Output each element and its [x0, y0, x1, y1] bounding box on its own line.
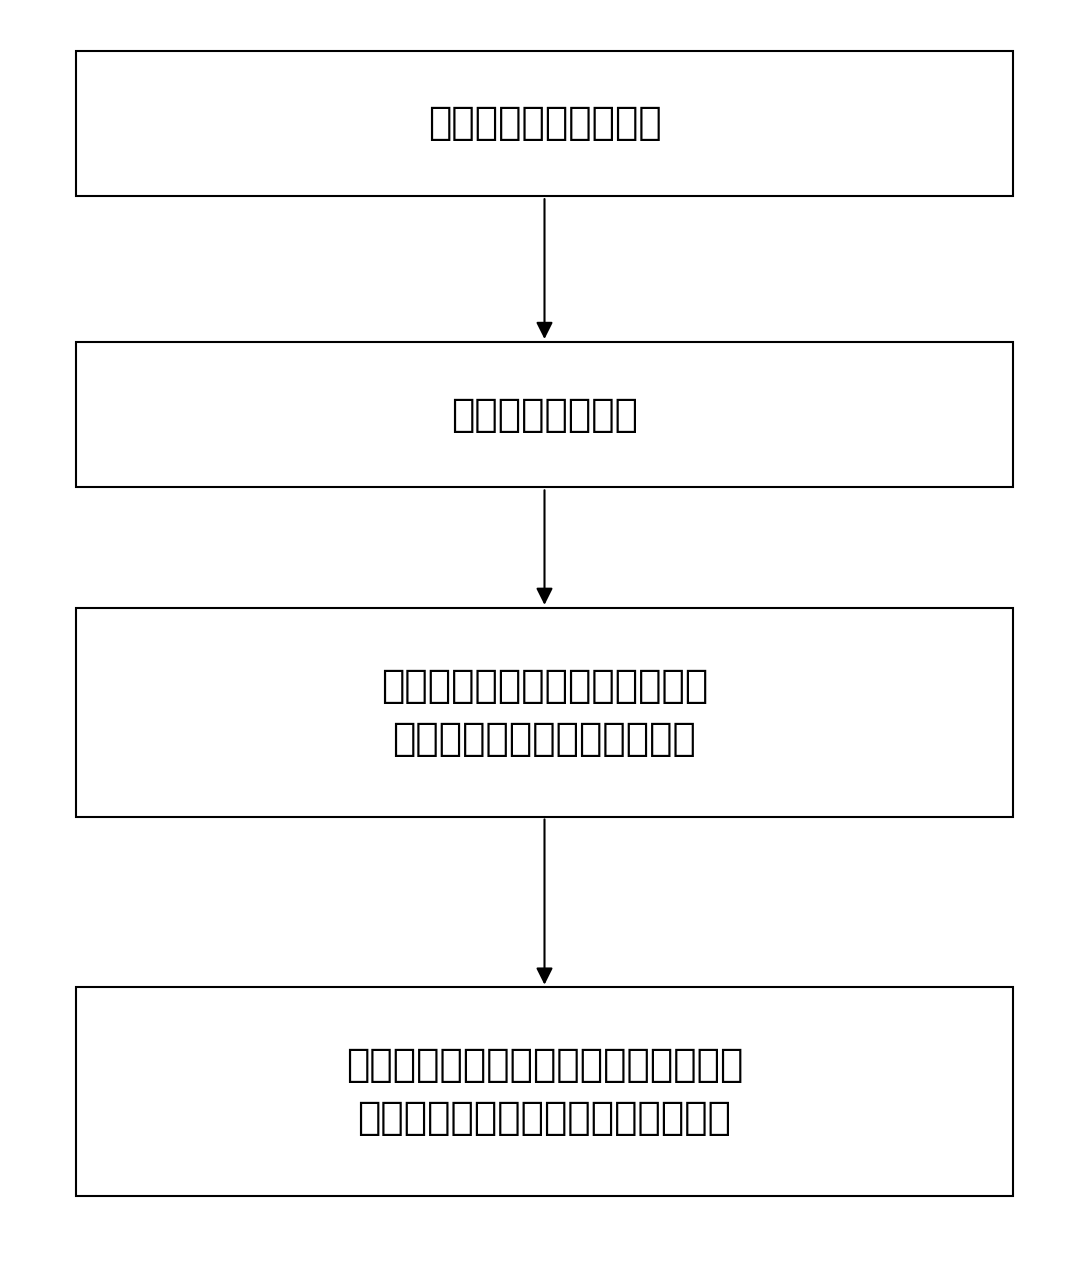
FancyBboxPatch shape: [76, 608, 1013, 817]
FancyBboxPatch shape: [76, 51, 1013, 196]
Text: 建立张量补全模型: 建立张量补全模型: [451, 395, 638, 434]
FancyBboxPatch shape: [76, 987, 1013, 1196]
Text: 采用截断张量核范数正则化方法
构建张量补全模型的目标函数: 采用截断张量核范数正则化方法 构建张量补全模型的目标函数: [381, 667, 708, 757]
Text: 采用非精确增广拉格朗日乘子法对构建
的张量补全模型的目标函数进行求解: 采用非精确增广拉格朗日乘子法对构建 的张量补全模型的目标函数进行求解: [346, 1047, 743, 1137]
FancyBboxPatch shape: [76, 342, 1013, 487]
Text: 对四维地震进行预处理: 对四维地震进行预处理: [428, 104, 661, 143]
